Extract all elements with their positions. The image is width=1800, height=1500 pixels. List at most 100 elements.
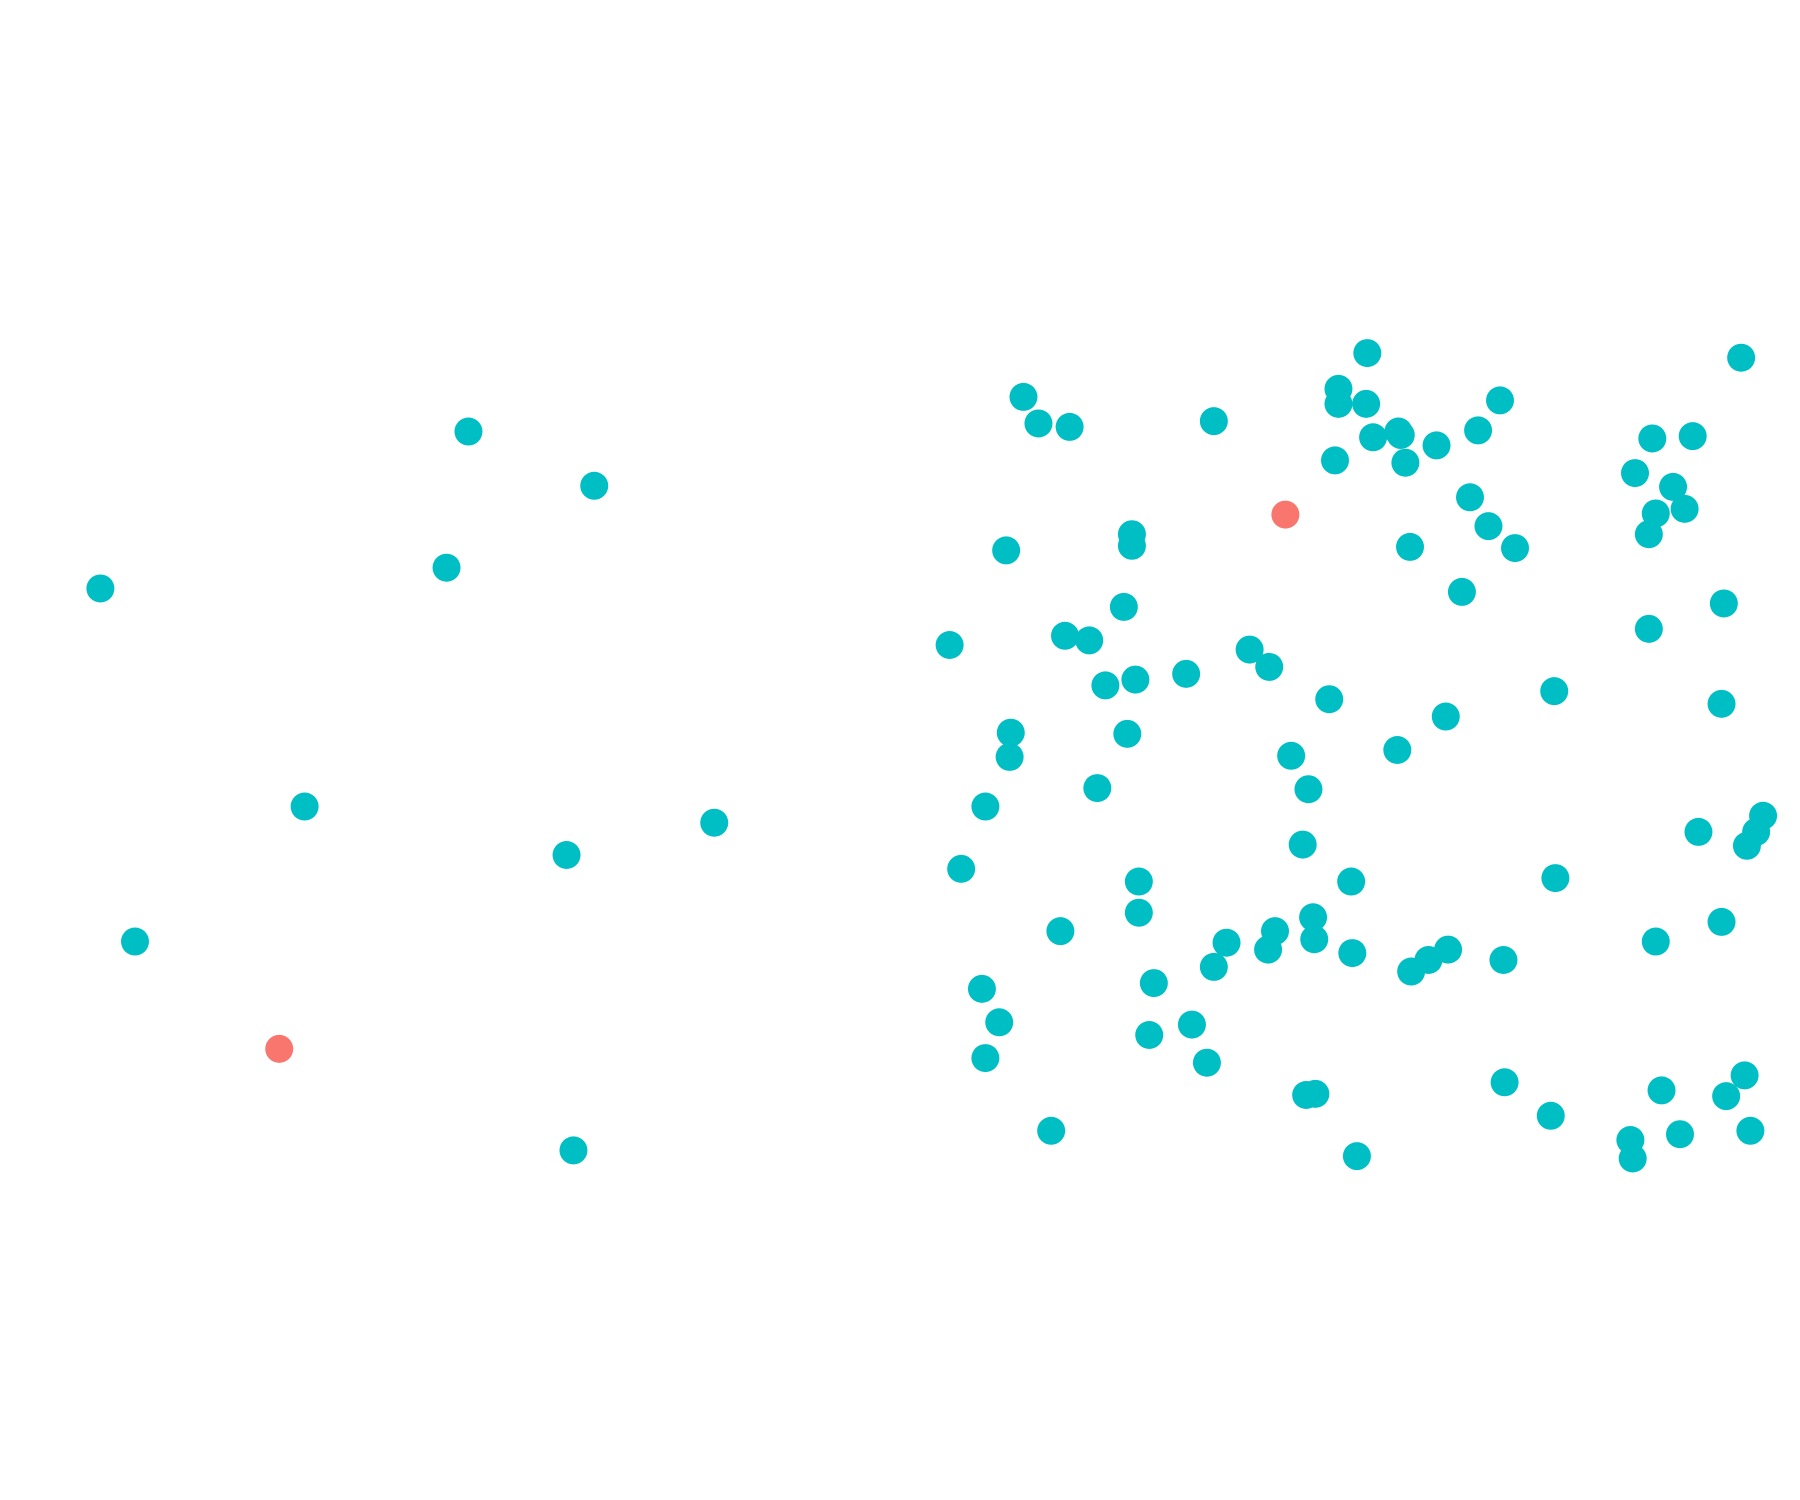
data-point bbox=[1294, 775, 1323, 804]
data-point bbox=[1647, 1076, 1676, 1105]
data-point bbox=[1315, 685, 1344, 714]
data-point bbox=[1124, 867, 1153, 896]
data-point bbox=[1199, 952, 1228, 981]
data-point bbox=[1271, 500, 1300, 529]
data-point bbox=[1456, 483, 1484, 512]
data-point bbox=[996, 718, 1025, 747]
data-point bbox=[1342, 1142, 1371, 1171]
data-point bbox=[1634, 614, 1663, 643]
data-point bbox=[1540, 677, 1569, 706]
data-point bbox=[1391, 448, 1420, 477]
data-point bbox=[1113, 719, 1142, 748]
data-point bbox=[1736, 1116, 1765, 1145]
data-point bbox=[1536, 1101, 1565, 1130]
data-point bbox=[1727, 343, 1756, 372]
data-point bbox=[1212, 928, 1241, 957]
data-point bbox=[1709, 589, 1738, 618]
data-point bbox=[1396, 532, 1424, 561]
data-point bbox=[432, 553, 461, 582]
data-point bbox=[1541, 864, 1570, 893]
data-point bbox=[1634, 520, 1663, 549]
data-point bbox=[1321, 446, 1349, 475]
data-point bbox=[1299, 903, 1328, 932]
data-point bbox=[1177, 1010, 1206, 1039]
data-point bbox=[1383, 736, 1412, 764]
data-point bbox=[1670, 494, 1699, 523]
data-point bbox=[1353, 339, 1382, 368]
data-point bbox=[1486, 386, 1514, 415]
data-point bbox=[1386, 421, 1415, 449]
data-point bbox=[1172, 659, 1201, 688]
data-point bbox=[995, 742, 1024, 771]
data-point bbox=[1046, 917, 1075, 946]
data-point bbox=[1124, 898, 1153, 927]
data-point bbox=[1359, 423, 1388, 452]
data-point bbox=[580, 471, 609, 500]
data-point bbox=[700, 808, 729, 837]
data-point bbox=[290, 792, 319, 821]
data-point bbox=[1277, 741, 1306, 770]
data-point bbox=[1109, 592, 1138, 621]
data-point bbox=[1121, 665, 1150, 694]
data-point bbox=[1447, 577, 1476, 606]
data-point bbox=[1037, 1116, 1066, 1145]
data-point bbox=[1055, 412, 1084, 441]
data-point bbox=[1489, 946, 1518, 974]
data-point bbox=[992, 536, 1021, 565]
data-point bbox=[1254, 935, 1283, 964]
data-point bbox=[1707, 907, 1736, 936]
data-point bbox=[1732, 831, 1761, 860]
data-point bbox=[265, 1034, 294, 1063]
data-point bbox=[86, 574, 115, 603]
data-point bbox=[967, 974, 996, 1003]
data-point bbox=[1300, 925, 1329, 954]
data-point bbox=[1091, 671, 1120, 700]
data-point bbox=[1641, 927, 1670, 956]
data-point bbox=[552, 841, 581, 869]
data-point bbox=[1684, 817, 1713, 846]
data-point bbox=[1666, 1120, 1694, 1149]
data-point bbox=[1255, 652, 1284, 681]
data-point bbox=[1199, 407, 1228, 436]
data-point bbox=[1712, 1082, 1741, 1111]
data-point bbox=[971, 792, 1000, 821]
data-point bbox=[1117, 531, 1146, 560]
data-point bbox=[1301, 1079, 1330, 1108]
data-point bbox=[1083, 774, 1112, 803]
data-point bbox=[1051, 621, 1079, 650]
data-point bbox=[1464, 416, 1493, 445]
data-point bbox=[1618, 1144, 1647, 1173]
data-point bbox=[1352, 389, 1381, 418]
data-point bbox=[1024, 409, 1053, 438]
data-point bbox=[1009, 382, 1038, 411]
data-point bbox=[1135, 1021, 1164, 1049]
data-point bbox=[1434, 935, 1463, 964]
data-point bbox=[935, 631, 964, 659]
data-point bbox=[1621, 459, 1649, 488]
data-point bbox=[559, 1136, 588, 1165]
data-point bbox=[1192, 1048, 1221, 1077]
data-point bbox=[1235, 635, 1264, 664]
data-point bbox=[1474, 512, 1503, 541]
data-point bbox=[1730, 1061, 1759, 1090]
data-point bbox=[971, 1044, 1000, 1073]
data-point bbox=[121, 927, 149, 956]
data-point bbox=[947, 854, 976, 883]
data-point bbox=[1075, 626, 1104, 655]
data-point bbox=[1501, 534, 1529, 563]
data-point bbox=[1638, 424, 1667, 453]
data-point bbox=[985, 1008, 1014, 1037]
data-point bbox=[1422, 431, 1451, 460]
data-point bbox=[1431, 702, 1460, 731]
data-point bbox=[1338, 939, 1367, 968]
data-point bbox=[1288, 830, 1317, 859]
data-point bbox=[1490, 1068, 1519, 1097]
data-point bbox=[1659, 472, 1688, 501]
data-point bbox=[1678, 422, 1707, 451]
data-point bbox=[1337, 867, 1366, 896]
data-point bbox=[1707, 689, 1736, 718]
data-point bbox=[1324, 389, 1353, 418]
data-point bbox=[454, 417, 483, 446]
data-point bbox=[1139, 969, 1168, 998]
